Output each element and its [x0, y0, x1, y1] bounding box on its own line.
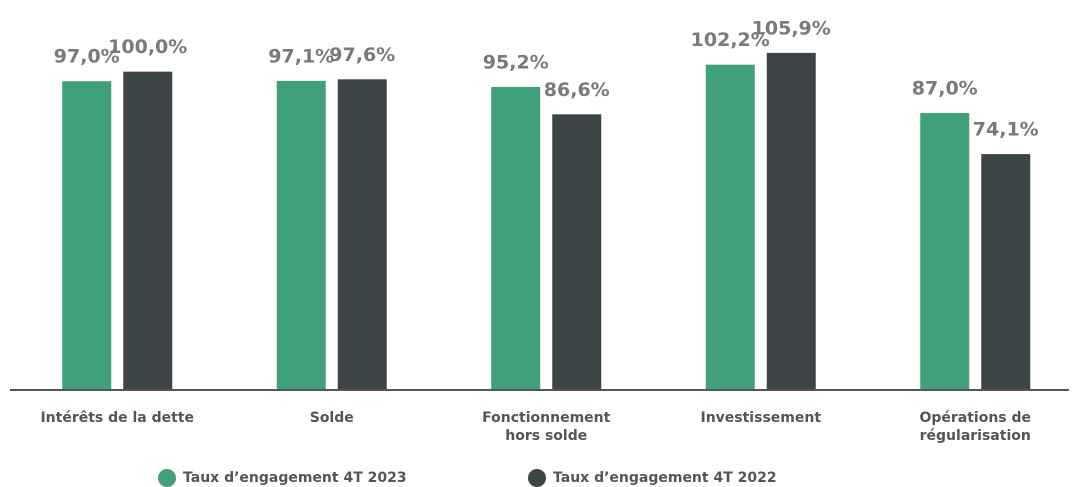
bar: [920, 113, 970, 391]
legend-swatch: [528, 469, 546, 487]
bar: [981, 154, 1031, 390]
legend-label: Taux d’engagement 4T 2022: [553, 470, 777, 486]
value-label: 97,6%: [329, 44, 395, 66]
x-tick-label: Investissement: [700, 410, 822, 426]
bar: [705, 64, 755, 390]
bar: [276, 80, 326, 391]
bar: [491, 86, 541, 391]
legend-label: Taux d’engagement 4T 2023: [183, 470, 407, 486]
value-label: 105,9%: [752, 17, 831, 39]
value-label: 87,0%: [912, 78, 978, 100]
x-tick-label: Solde: [309, 410, 354, 426]
bar: [62, 81, 112, 390]
bar: [552, 114, 602, 390]
value-label: 86,6%: [544, 79, 610, 101]
value-label: 97,1%: [268, 45, 334, 67]
bar: [123, 71, 173, 391]
bar: [766, 52, 816, 390]
value-label: 74,1%: [973, 119, 1039, 141]
x-tick-label: Opérations de régularisation: [919, 410, 1032, 444]
value-label: 102,2%: [691, 29, 770, 51]
x-tick-label: Fonctionnement hors solde: [482, 410, 611, 444]
value-label: 95,2%: [483, 51, 549, 73]
legend-swatch: [158, 469, 176, 487]
value-label: 100,0%: [108, 36, 187, 58]
x-tick-label: Intérêts de la dette: [40, 410, 195, 426]
bar: [337, 79, 387, 390]
value-label: 97,0%: [54, 46, 120, 68]
